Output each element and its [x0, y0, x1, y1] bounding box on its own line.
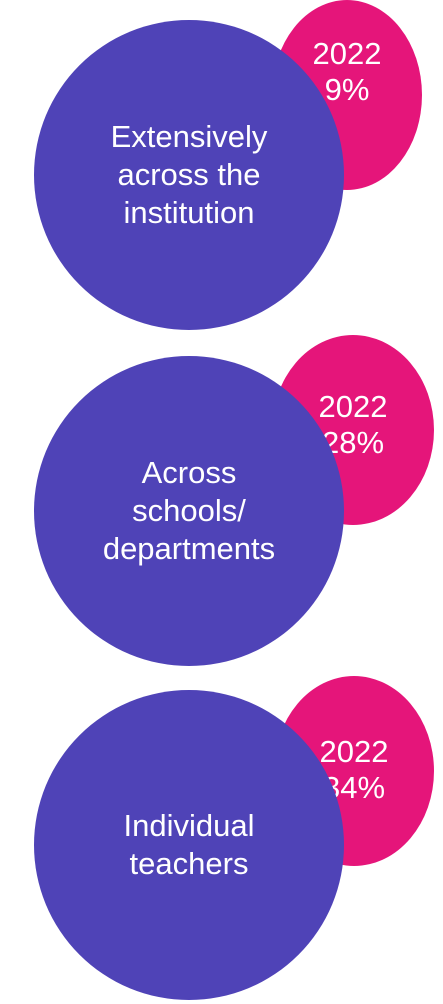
category-group-3: 2022 34% Individual teachers [0, 676, 443, 1004]
category-label: Extensively across the institution [110, 119, 268, 230]
category-group-1: 2022 9% Extensively across the instituti… [0, 0, 443, 330]
year-label: 2022 [319, 734, 389, 769]
category-circle: Individual teachers [34, 690, 344, 1000]
year-label: 2022 [312, 36, 382, 71]
year-label: 2022 [318, 389, 388, 424]
category-label: Across schools/ departments [102, 455, 276, 566]
percentage-value: 9% [324, 72, 370, 107]
category-group-2: 2022 28% Across schools/ departments [0, 335, 443, 666]
category-circle: Extensively across the institution [34, 20, 344, 330]
category-circle: Across schools/ departments [34, 356, 344, 666]
category-label: Individual teachers [123, 808, 255, 881]
